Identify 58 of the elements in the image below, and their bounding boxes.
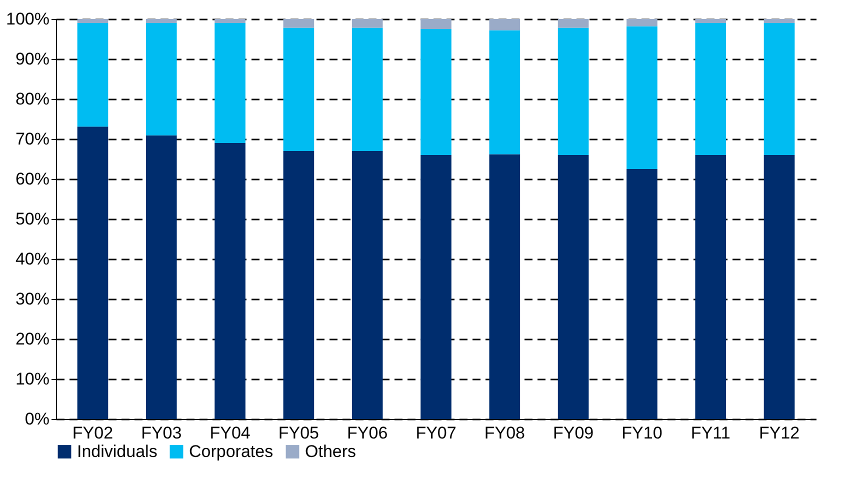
y-tick-label: 10% [15, 370, 50, 388]
y-tick-label: 40% [15, 250, 50, 268]
y-tick-label: 0% [24, 410, 50, 428]
x-tick-label: FY02 [72, 424, 114, 442]
bar [352, 28, 383, 151]
y-tick-label: 100% [6, 10, 50, 28]
bar [146, 135, 177, 419]
bar [764, 155, 795, 419]
bar [77, 19, 108, 23]
bar [558, 19, 589, 28]
legend-label: Others [305, 442, 356, 461]
y-tick-label: 30% [15, 290, 50, 308]
x-tick-label: FY05 [278, 424, 320, 442]
bar [489, 30, 520, 154]
y-tick-label: 90% [15, 50, 50, 68]
bar [214, 143, 246, 419]
x-tick-label: FY03 [141, 424, 182, 442]
bar [283, 151, 314, 419]
bar [558, 155, 589, 419]
x-tick-label: FY12 [758, 424, 800, 442]
y-tick-label: 60% [15, 170, 50, 188]
y-tick-label: 50% [15, 210, 50, 228]
bar [558, 28, 589, 155]
legend-label: Corporates [189, 442, 274, 461]
bar [489, 19, 520, 30]
bar [695, 19, 726, 23]
bar [352, 151, 383, 419]
bar [626, 26, 658, 169]
x-tick-label: FY04 [210, 424, 250, 442]
bar [626, 19, 658, 26]
bar [695, 23, 726, 155]
legend-label: Individuals [77, 442, 158, 461]
bar [214, 23, 246, 143]
x-tick-label: FY11 [690, 424, 730, 442]
bar [420, 155, 452, 419]
bar [695, 155, 726, 419]
x-tick-label: FY08 [484, 424, 525, 442]
bar [283, 19, 314, 28]
bar [77, 23, 108, 127]
bar [77, 126, 108, 419]
bar [146, 23, 177, 136]
x-tick-label: FY09 [552, 424, 594, 442]
y-tick-label: 80% [15, 90, 50, 108]
y-tick-label: 20% [15, 330, 50, 348]
bar [420, 29, 452, 155]
x-tick-label: FY07 [416, 424, 456, 442]
y-tick-label: 70% [15, 130, 50, 148]
bar [283, 28, 314, 151]
bar [420, 19, 452, 29]
bar [146, 19, 177, 23]
bar [214, 19, 246, 23]
x-tick-label: FY10 [622, 424, 662, 442]
bar [352, 19, 383, 28]
x-tick-label: FY06 [347, 424, 388, 442]
bar [764, 23, 795, 155]
bar [626, 169, 658, 419]
bar [764, 19, 795, 23]
bar [489, 154, 520, 419]
